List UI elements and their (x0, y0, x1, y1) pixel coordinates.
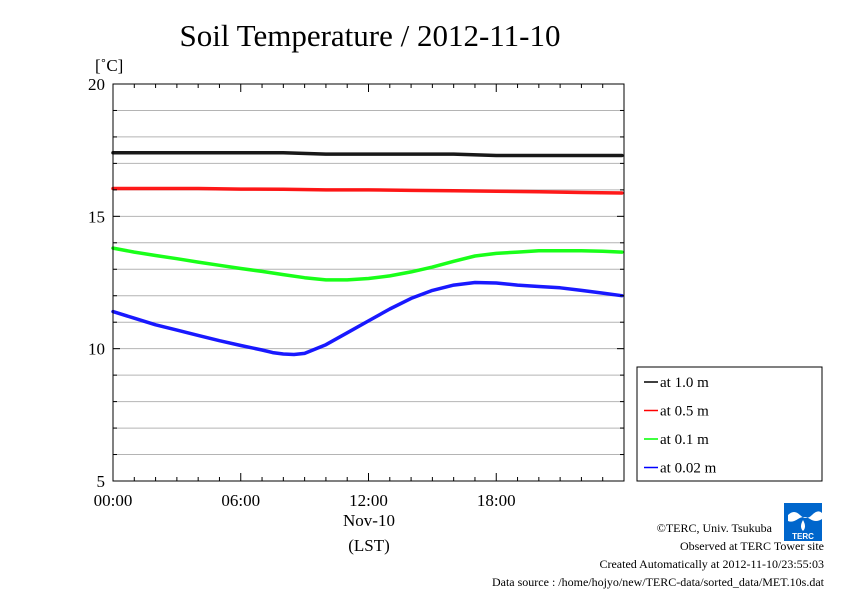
y-tick-label: 5 (97, 472, 106, 491)
credit-text: ©TERC, Univ. Tsukuba (656, 521, 772, 535)
y-tick-label: 20 (88, 75, 105, 94)
legend-label: at 0.1 m (660, 432, 709, 448)
series-lines (111, 151, 624, 357)
observed-text: Observed at TERC Tower site (679, 539, 824, 553)
legend-label: at 0.02 m (660, 461, 717, 477)
x-axis-label: (LST) (348, 536, 390, 555)
series-line (111, 280, 624, 357)
source-text: Data source : /home/hojyo/new/TERC-data/… (491, 575, 824, 589)
x-tick-label: 12:00 (349, 491, 388, 510)
y-axis: 5 10 15 20 (88, 75, 624, 491)
series-line (111, 186, 624, 195)
legend-box (636, 366, 823, 482)
series-line (111, 246, 624, 282)
y-axis-label: [˚C] (95, 56, 123, 75)
terc-logo: TERC (784, 503, 822, 541)
x-tick-label: 00:00 (94, 491, 133, 510)
x-tick-label: 18:00 (477, 491, 516, 510)
plot-frame (112, 83, 625, 482)
y-tick-label: 10 (88, 340, 105, 359)
x-axis: 00:00 06:00 12:00 18:00 (94, 84, 625, 510)
legend-label: at 1.0 m (660, 375, 709, 391)
grid-lines (113, 109, 624, 456)
x-tick-label: 06:00 (221, 491, 260, 510)
logo-text: TERC (792, 532, 814, 541)
legend: at 1.0 m at 0.5 m at 0.1 m at 0.02 m (636, 366, 823, 482)
x-date-label: Nov-10 (343, 511, 395, 530)
created-text: Created Automatically at 2012-11-10/23:5… (599, 557, 824, 571)
series-line (111, 151, 624, 158)
y-tick-label: 15 (88, 207, 105, 226)
legend-label: at 0.5 m (660, 404, 709, 420)
chart-title: Soil Temperature / 2012-11-10 (180, 18, 561, 53)
